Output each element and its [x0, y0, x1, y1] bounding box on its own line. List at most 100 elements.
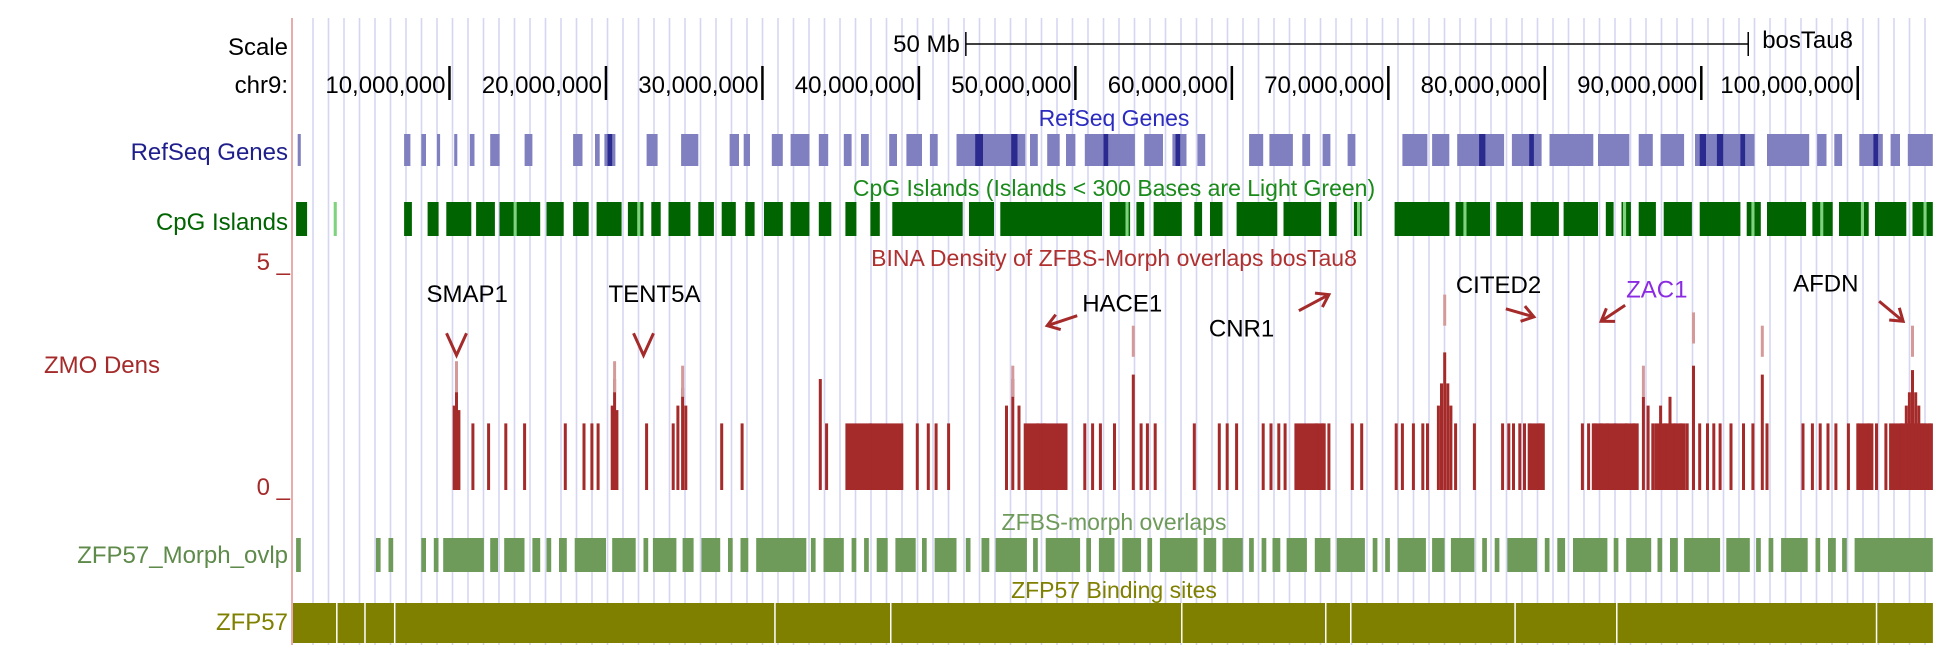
- ruler-tick-label: 30,000,000: [638, 72, 758, 99]
- refseq-gene-block: [1047, 134, 1060, 166]
- cpg-island-block: [1663, 202, 1692, 236]
- refseq-gene-block: [646, 134, 658, 166]
- refseq-gene-block-dark: [1873, 134, 1879, 166]
- density-peak: [613, 361, 617, 393]
- morph-overlap-block: [756, 538, 807, 572]
- density-bar: [1646, 405, 1650, 490]
- density-bar: [1920, 423, 1924, 490]
- density-bar: [1765, 423, 1769, 490]
- cpg-island-block: [1455, 202, 1490, 236]
- cpg-island-block: [668, 202, 691, 236]
- morph-overlap-block: [1854, 538, 1933, 572]
- cpg-island-block: [790, 202, 810, 236]
- morph-overlap-block: [574, 538, 606, 572]
- morph-overlap-block: [1147, 538, 1153, 572]
- refseq-gene-block: [573, 134, 583, 166]
- gene-label: AFDN: [1793, 270, 1858, 297]
- density-bar: [1527, 423, 1531, 490]
- density-bar: [1698, 423, 1702, 490]
- refseq-genes-track[interactable]: [297, 134, 1933, 166]
- morph-overlap-block: [1122, 538, 1142, 572]
- refseq-gene-block: [771, 134, 783, 166]
- cpg-island-block: [1875, 202, 1907, 236]
- density-bar: [720, 423, 724, 490]
- cpg-island-block: [1000, 202, 1102, 236]
- morph-overlap-block: [1033, 538, 1038, 572]
- refseq-gene-block: [1322, 134, 1331, 166]
- morph-track-left-label[interactable]: ZFP57_Morph_ovlp: [77, 542, 288, 569]
- density-bar: [1421, 423, 1425, 490]
- annotation-arrow-head: [1598, 307, 1616, 323]
- density-bar: [868, 423, 872, 490]
- morph-overlap-block: [504, 538, 525, 572]
- zmo-density-track[interactable]: [452, 294, 1933, 490]
- cpg-island-block: [446, 202, 472, 236]
- morph-overlap-block: [864, 538, 869, 572]
- morph-overlap-block: [1086, 538, 1091, 572]
- density-bar: [1153, 423, 1157, 490]
- gene-label: TENT5A: [609, 281, 701, 308]
- refseq-gene-block: [929, 134, 938, 166]
- zfp57-track-title: ZFP57 Binding sites: [1011, 577, 1217, 603]
- density-bar: [1005, 405, 1008, 490]
- scale-bar: [965, 32, 1749, 56]
- cpg-island-block: [1194, 202, 1203, 236]
- cpg-track-left-label[interactable]: CpG Islands: [156, 209, 288, 236]
- density-bar: [1624, 423, 1628, 490]
- cpg-islands-track[interactable]: [296, 202, 1933, 236]
- refseq-gene-block: [790, 134, 810, 166]
- morph-overlap-block: [1482, 538, 1487, 572]
- cpg-track-title: CpG Islands (Islands < 300 Bases are Lig…: [853, 175, 1375, 201]
- chrom-label: chr9:: [235, 72, 288, 99]
- annotation-arrow-shaft: [1505, 307, 1535, 319]
- density-bar: [1651, 423, 1655, 490]
- chrom-ruler: 10,000,000 20,000,000 30,000,000 40,000,000…: [325, 66, 1860, 100]
- morph-overlap-block: [1098, 538, 1115, 572]
- density-bar: [1904, 405, 1908, 490]
- density-bar: [1729, 423, 1733, 490]
- refseq-gene-block: [595, 134, 600, 166]
- cpg-island-block: [404, 202, 412, 236]
- density-bar: [671, 423, 675, 490]
- morph-overlap-block: [1272, 538, 1281, 572]
- morph-track-title: ZFBS-morph overlaps: [1002, 509, 1227, 535]
- density-bar: [471, 423, 475, 490]
- cpg-island-block: [1394, 202, 1450, 236]
- ruler-tick-label: 90,000,000: [1577, 72, 1697, 99]
- density-bar: [590, 423, 594, 490]
- density-bar: [1192, 423, 1196, 490]
- cpg-island-block-light: [637, 202, 641, 236]
- refseq-gene-block: [843, 134, 852, 166]
- density-bar: [1884, 423, 1888, 490]
- zfp57-binding-sites-track[interactable]: [293, 603, 1933, 643]
- cpg-island-block-light: [1820, 202, 1824, 236]
- density-bar: [1321, 423, 1325, 490]
- density-bar: [1712, 423, 1716, 490]
- density-bar: [1914, 392, 1918, 490]
- zfp57-morph-overlaps-track[interactable]: [296, 538, 1933, 572]
- zfp57-track-left-label[interactable]: ZFP57: [216, 609, 288, 636]
- density-bar: [1523, 423, 1526, 490]
- refseq-track-left-label[interactable]: RefSeq Genes: [131, 139, 288, 166]
- density-block: [1529, 423, 1545, 490]
- density-peak: [1641, 365, 1645, 397]
- density-bar: [1394, 423, 1398, 490]
- morph-overlap-block: [1670, 538, 1678, 572]
- density-bar: [1818, 423, 1822, 490]
- density-bar: [523, 423, 527, 490]
- cpg-island-block: [1912, 202, 1933, 236]
- cpg-island-block: [721, 202, 736, 236]
- morph-overlap-block: [995, 538, 1027, 572]
- density-bar: [1538, 423, 1542, 490]
- cpg-island-block-light: [1751, 202, 1755, 236]
- morph-overlap-block: [1815, 538, 1821, 572]
- morph-overlap-block: [1726, 538, 1750, 572]
- morph-overlap-block: [1314, 538, 1331, 572]
- density-track-left-label[interactable]: ZMO Dens: [44, 352, 160, 379]
- cpg-island-block: [698, 202, 714, 236]
- refseq-gene-block: [1511, 134, 1542, 166]
- ruler-tick-label: 50,000,000: [951, 72, 1071, 99]
- morph-overlap-block: [1626, 538, 1652, 572]
- gene-label: CNR1: [1209, 316, 1274, 343]
